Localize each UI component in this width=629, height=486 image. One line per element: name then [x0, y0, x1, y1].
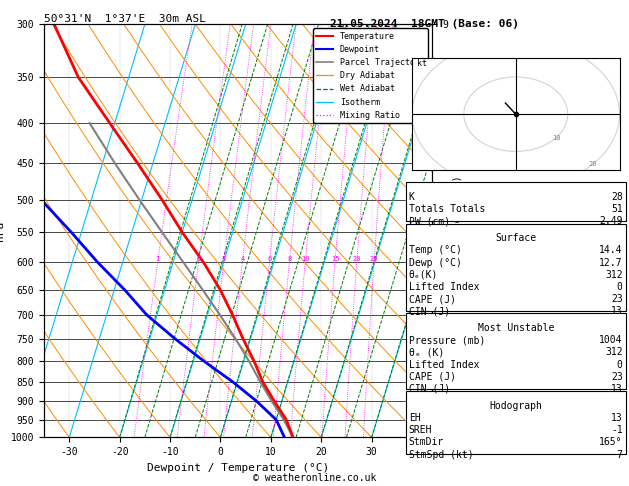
Text: 28: 28	[611, 192, 623, 202]
Text: CIN (J): CIN (J)	[409, 384, 450, 394]
Text: SREH: SREH	[409, 425, 432, 435]
Text: 3: 3	[221, 256, 226, 262]
Text: CAPE (J): CAPE (J)	[409, 372, 456, 382]
Text: 312: 312	[605, 270, 623, 280]
Text: 10: 10	[301, 256, 309, 262]
Text: 7: 7	[617, 450, 623, 460]
Text: 21.05.2024  18GMT (Base: 06): 21.05.2024 18GMT (Base: 06)	[330, 19, 519, 30]
Text: LCL: LCL	[435, 433, 450, 442]
Text: θₑ (K): θₑ (K)	[409, 347, 444, 358]
Text: 20: 20	[353, 256, 361, 262]
Text: 15: 15	[331, 256, 339, 262]
Text: 10: 10	[552, 135, 560, 141]
Text: K: K	[409, 192, 415, 202]
Text: Dewp (°C): Dewp (°C)	[409, 258, 462, 268]
X-axis label: Dewpoint / Temperature (°C): Dewpoint / Temperature (°C)	[147, 463, 329, 473]
Text: 165°: 165°	[599, 437, 623, 448]
Text: PW (cm): PW (cm)	[409, 216, 450, 226]
Y-axis label: hPa: hPa	[0, 221, 5, 241]
Text: Most Unstable: Most Unstable	[477, 323, 554, 333]
Text: Surface: Surface	[495, 233, 537, 243]
Text: 0: 0	[617, 360, 623, 370]
Text: StmSpd (kt): StmSpd (kt)	[409, 450, 474, 460]
Text: 2: 2	[196, 256, 201, 262]
Text: 0: 0	[617, 282, 623, 292]
Text: 6: 6	[267, 256, 272, 262]
Text: 14.4: 14.4	[599, 245, 623, 256]
Text: 1004: 1004	[599, 335, 623, 346]
Text: EH: EH	[409, 413, 421, 423]
Text: 50°31'N  1°37'E  30m ASL: 50°31'N 1°37'E 30m ASL	[44, 14, 206, 23]
Text: CAPE (J): CAPE (J)	[409, 294, 456, 304]
Text: 312: 312	[605, 347, 623, 358]
Text: 8: 8	[287, 256, 292, 262]
Text: © weatheronline.co.uk: © weatheronline.co.uk	[253, 473, 376, 483]
Text: 51: 51	[611, 204, 623, 214]
Text: 23: 23	[611, 372, 623, 382]
Text: Hodograph: Hodograph	[489, 401, 542, 411]
Text: StmDir: StmDir	[409, 437, 444, 448]
Text: Pressure (mb): Pressure (mb)	[409, 335, 485, 346]
Text: Lifted Index: Lifted Index	[409, 360, 479, 370]
Text: 2.49: 2.49	[599, 216, 623, 226]
Text: kt: kt	[417, 59, 427, 68]
Text: 23: 23	[611, 294, 623, 304]
Text: Totals Totals: Totals Totals	[409, 204, 485, 214]
Text: 12.7: 12.7	[599, 258, 623, 268]
Text: θₑ(K): θₑ(K)	[409, 270, 438, 280]
Text: 13: 13	[611, 384, 623, 394]
Text: -1: -1	[611, 425, 623, 435]
Text: 1: 1	[155, 256, 160, 262]
Text: 4: 4	[240, 256, 245, 262]
Text: 13: 13	[611, 413, 623, 423]
Text: Lifted Index: Lifted Index	[409, 282, 479, 292]
Y-axis label: Mixing Ratio (g/kg): Mixing Ratio (g/kg)	[454, 175, 464, 287]
Text: 25: 25	[370, 256, 378, 262]
Text: 13: 13	[611, 306, 623, 316]
Text: CIN (J): CIN (J)	[409, 306, 450, 316]
Text: Temp (°C): Temp (°C)	[409, 245, 462, 256]
Text: 20: 20	[589, 161, 597, 167]
Legend: Temperature, Dewpoint, Parcel Trajectory, Dry Adiabat, Wet Adiabat, Isotherm, Mi: Temperature, Dewpoint, Parcel Trajectory…	[313, 29, 428, 123]
